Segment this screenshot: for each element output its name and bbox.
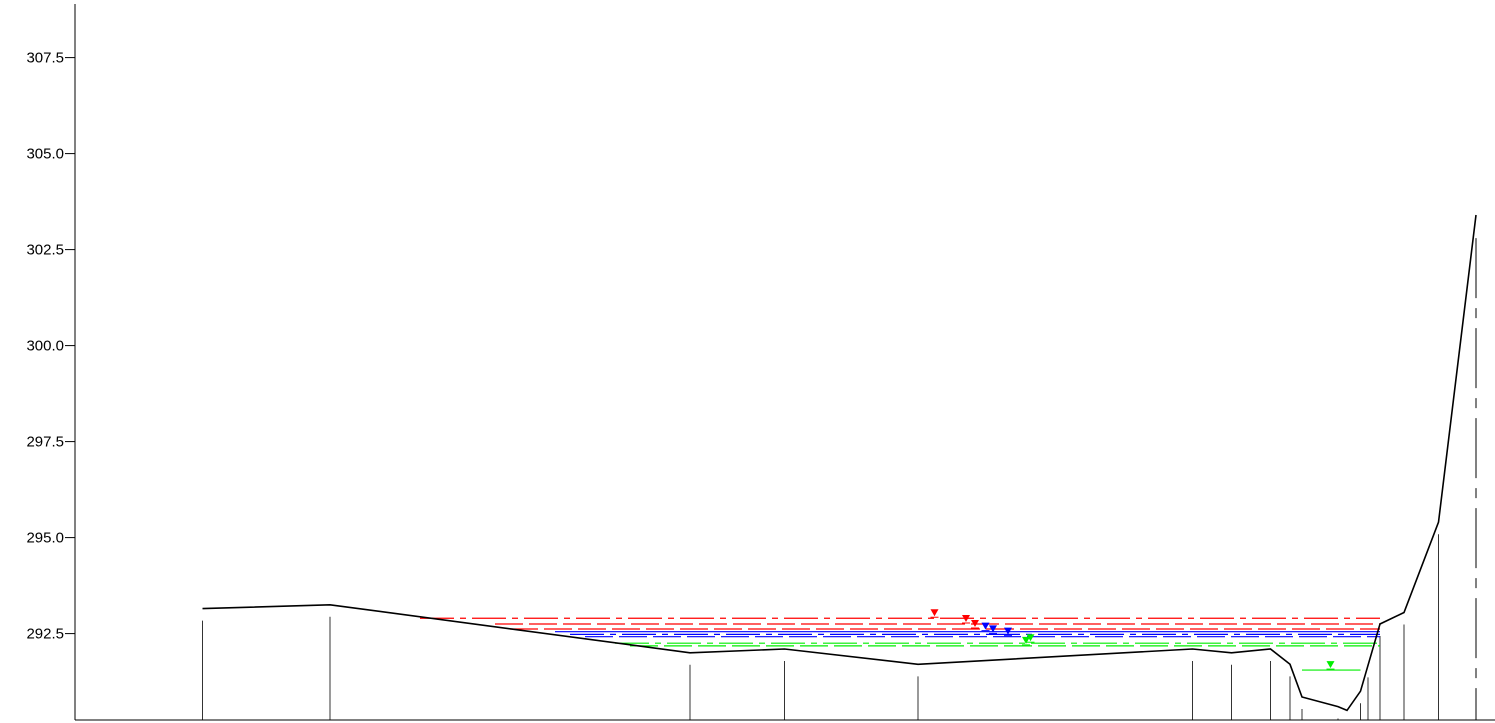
water-surface-marker (1022, 636, 1030, 644)
water-surfaces (420, 609, 1380, 671)
y-tick-label: 302.5 (26, 242, 64, 259)
water-surface-marker (1004, 627, 1012, 635)
y-tick-label: 295.0 (26, 530, 64, 547)
ground-line (202, 214, 1477, 712)
water-surface-marker (1326, 661, 1335, 669)
y-tick-label: 297.5 (26, 434, 64, 451)
water-surface-marker (930, 609, 939, 617)
y-tick-label: 307.5 (26, 50, 64, 67)
water-surface-marker (962, 615, 970, 622)
y-axis: 292.5 295.0 297.5 300.0 302.5 305.0 307.5 (26, 4, 1495, 721)
y-tick-label: 305.0 (26, 146, 64, 163)
water-surface-marker (971, 619, 979, 627)
station-lines (202, 238, 1477, 720)
y-tick-label: 292.5 (26, 626, 64, 643)
water-surface-marker (1026, 634, 1035, 642)
ground-profile (202, 214, 1477, 712)
y-tick-label: 300.0 (26, 338, 64, 355)
water-surface-marker (989, 625, 997, 633)
water-surface-marker (981, 622, 990, 630)
